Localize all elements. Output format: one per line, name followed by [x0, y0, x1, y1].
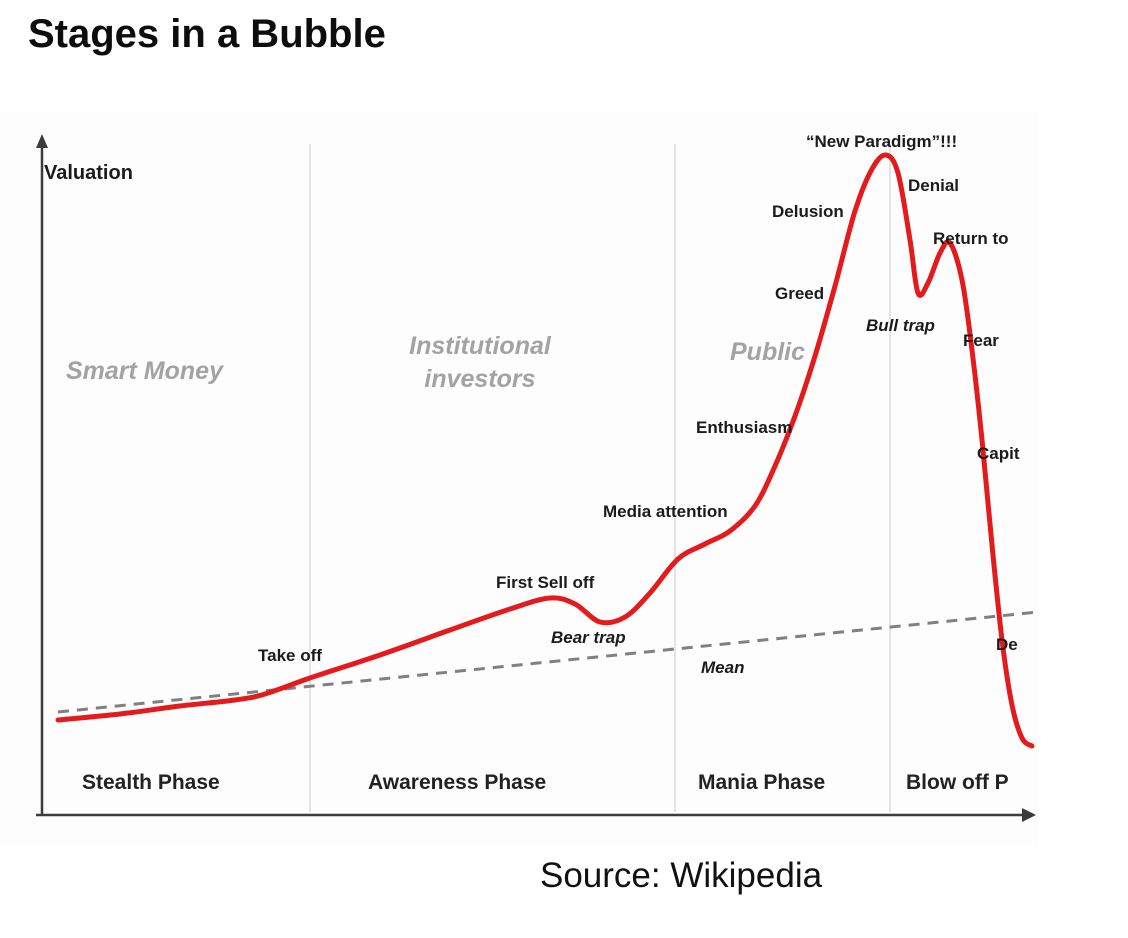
annotation-despair: De — [996, 635, 1018, 654]
source-caption: Source: Wikipedia — [540, 856, 823, 895]
annotation-media-attention: Media attention — [603, 502, 728, 521]
annotation-denial: Denial — [908, 176, 960, 195]
valuation-curve — [55, 152, 1035, 749]
annotation-new-paradigm: “New Paradigm”!!! — [806, 132, 958, 151]
phase-label-stealth: Stealth Phase — [82, 771, 220, 794]
phase-label-awareness: Awareness Phase — [368, 771, 547, 794]
bubble-stages-chart: Valuation Smart Money Institutional inve… — [0, 112, 1038, 847]
page-title: Stages in a Bubble — [28, 12, 386, 56]
bubble-chart-svg — [36, 134, 1038, 822]
annotation-bear-trap: Bear trap — [551, 628, 626, 647]
annotation-enthusiasm: Enthusiasm — [696, 418, 793, 437]
annotation-greed: Greed — [775, 284, 825, 303]
annotation-take-off: Take off — [258, 646, 322, 665]
label-smart-money: Smart Money — [66, 357, 223, 385]
mean-dashed-line — [57, 610, 1038, 714]
phase-label-mania: Mania Phase — [698, 771, 826, 794]
annotation-capitulation: Capit — [977, 444, 1020, 463]
y-axis-label: Valuation — [44, 162, 133, 184]
annotation-return-to-normal: Return to — [933, 229, 1009, 248]
annotation-bull-trap: Bull trap — [866, 316, 935, 335]
phase-dividers-group — [309, 144, 891, 812]
label-institutional-investors: Institutional investors — [409, 332, 551, 393]
annotation-first-sell-off: First Sell off — [496, 573, 595, 592]
annotation-mean: Mean — [701, 658, 745, 677]
annotation-delusion: Delusion — [772, 202, 844, 221]
y-axis-arrow-icon — [36, 134, 48, 148]
axes-group — [36, 134, 1036, 822]
x-axis-arrow-icon — [1022, 808, 1036, 822]
phase-label-blow-off: Blow off P — [906, 771, 1009, 794]
label-public: Public — [730, 338, 806, 366]
annotation-fear: Fear — [963, 331, 999, 350]
